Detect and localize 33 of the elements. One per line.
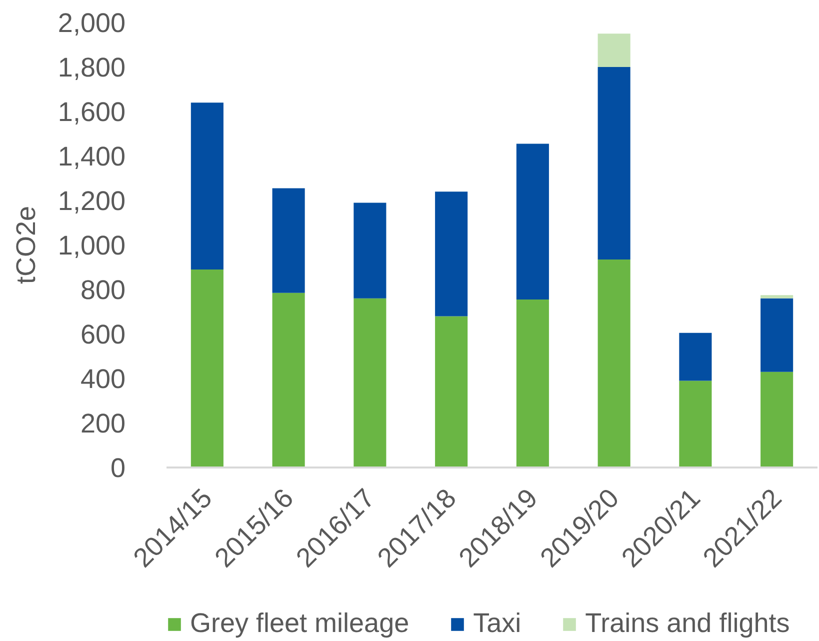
y-tick-label: 600 [80, 320, 126, 350]
y-tick-label: 800 [80, 275, 126, 305]
bar [435, 316, 468, 468]
y-tick-label: 1,600 [58, 97, 126, 127]
bar [760, 372, 794, 468]
bar [354, 298, 386, 468]
bar [598, 67, 630, 260]
y-tick-label: 1,400 [58, 142, 126, 172]
bar [760, 298, 794, 372]
bar [679, 332, 712, 381]
legend-label: Grey fleet mileage [190, 608, 410, 639]
bar [354, 202, 386, 298]
bar [190, 269, 224, 468]
bar [760, 295, 794, 298]
bar [679, 380, 712, 468]
y-tick-label: 0 [110, 453, 126, 483]
legend-label: Taxi [473, 608, 522, 639]
bar [598, 34, 630, 67]
y-tick-label: 1,000 [58, 230, 126, 260]
y-tick-label: 1,200 [58, 186, 126, 216]
bar [598, 259, 630, 468]
y-tick-label: 400 [80, 364, 126, 394]
y-tick-label: 200 [80, 408, 126, 438]
bar [272, 292, 305, 468]
bar [272, 188, 305, 293]
bar [435, 192, 468, 316]
legend-label: Trains and flights [585, 608, 790, 639]
y-axis-title: tCO2e [10, 206, 41, 284]
bar [190, 102, 224, 270]
y-tick-label: 1,800 [58, 52, 126, 82]
bar [516, 300, 549, 468]
bar [516, 144, 549, 300]
y-tick-label: 2,000 [58, 8, 126, 38]
